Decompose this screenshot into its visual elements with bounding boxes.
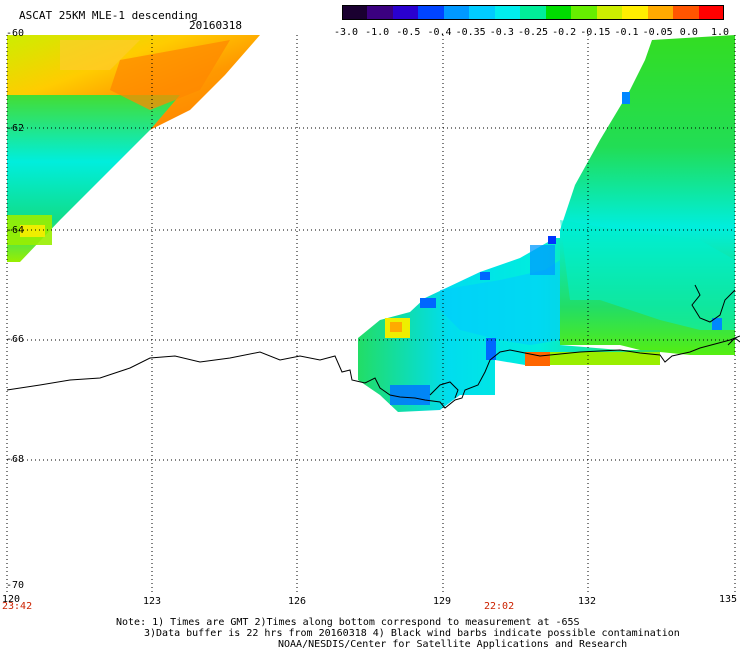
colorbar-label: 0.0 [679, 27, 698, 38]
colorbar-label: -0.4 [427, 27, 452, 38]
lon-label-123: 123 [143, 596, 162, 607]
time-label-mid: 22:02 [484, 601, 515, 612]
colorbar-swatch [622, 5, 649, 20]
product-title: ASCAT 25KM MLE-1 descending [19, 9, 198, 22]
lat-lon-grid [7, 35, 735, 592]
colorbar-label: -3.0 [333, 27, 359, 38]
colorbar-swatch [596, 5, 623, 20]
note-line-1: Note: 1) Times are GMT 2)Times along bot… [116, 617, 580, 628]
lon-label-126: 126 [288, 596, 307, 607]
note-line-3: NOAA/NESDIS/Center for Satellite Applica… [278, 639, 628, 650]
lon-label-129: 129 [433, 596, 452, 607]
colorbar-label: -0.05 [642, 27, 673, 38]
colorbar-label: -0.5 [396, 27, 421, 38]
colorbar-swatch [520, 5, 547, 20]
colorbar-swatch [545, 5, 572, 20]
lat-label-66: -66 [6, 334, 25, 345]
colorbar-label: -0.15 [580, 27, 611, 38]
lat-label-62: -62 [6, 123, 25, 134]
colorbar-swatch [418, 5, 445, 20]
swath-south [358, 236, 660, 412]
lat-label-64: -64 [6, 225, 25, 236]
colorbar-swatch [392, 5, 419, 20]
swath-east [560, 35, 735, 355]
colorbar-frame [342, 5, 724, 20]
colorbar-label: 1.0 [710, 27, 730, 38]
lon-label-132: 132 [578, 596, 597, 607]
coastline [6, 284, 740, 409]
lon-label-135: 135 [719, 594, 738, 605]
colorbar-swatch [443, 5, 470, 20]
colorbar-swatch [494, 5, 521, 20]
colorbar-label: -0.3 [489, 27, 514, 38]
plot-frame [6, 35, 736, 592]
colorbar: -3.0 -1.0 -0.5 -0.4 -0.35 -0.3 -0.25 -0.2 -0.15-… [334, 0, 729, 40]
colorbar-swatch [647, 5, 674, 20]
colorbar-swatch [571, 5, 598, 20]
time-label-left: 23:42 [2, 601, 33, 612]
colorbar-swatch [698, 5, 725, 20]
lat-label-68: -68 [6, 454, 25, 465]
lon-label-120: 120 [2, 594, 21, 605]
note-line-2: 3)Data buffer is 22 hrs from 20160318 4)… [144, 628, 680, 639]
colorbar-label: -0.1 [614, 27, 639, 38]
swath-northwest [7, 35, 260, 262]
date-label: 20160318 [189, 19, 242, 32]
colorbar-swatch [469, 5, 496, 20]
lat-label-70: -70 [6, 580, 25, 591]
colorbar-label: -0.35 [455, 27, 486, 38]
colorbar-swatch [342, 5, 368, 20]
colorbar-label: -1.0 [365, 27, 390, 38]
colorbar-label: -0.2 [552, 27, 577, 38]
colorbar-swatch [367, 5, 394, 20]
colorbar-swatch [673, 5, 700, 20]
lat-label-60: -60 [6, 28, 25, 39]
colorbar-label: -0.25 [517, 27, 549, 38]
